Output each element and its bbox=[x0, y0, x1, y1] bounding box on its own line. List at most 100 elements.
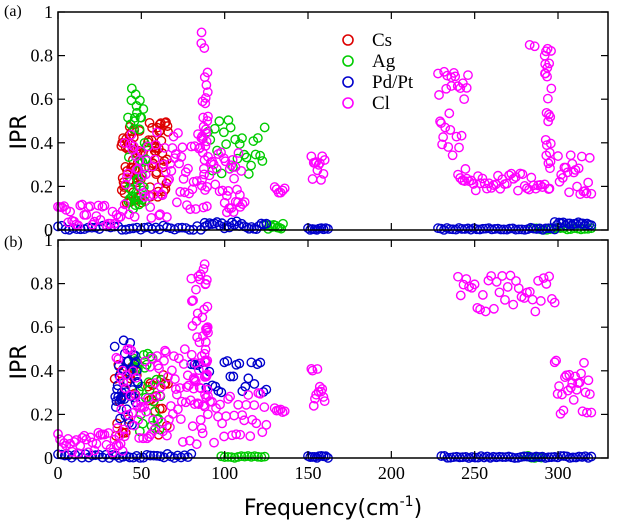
data-point bbox=[186, 349, 197, 360]
data-point bbox=[225, 391, 236, 402]
series-pd-pt bbox=[53, 216, 597, 235]
data-point bbox=[141, 449, 152, 460]
data-point bbox=[200, 140, 211, 151]
data-point bbox=[223, 452, 233, 462]
data-point bbox=[216, 387, 227, 398]
data-point bbox=[183, 452, 193, 463]
panel-a-ylabel: IPR bbox=[7, 114, 32, 149]
y-tick-label: 0 bbox=[44, 448, 53, 468]
data-point bbox=[255, 150, 266, 161]
data-point bbox=[313, 159, 324, 170]
data-point bbox=[138, 187, 149, 198]
data-point bbox=[573, 163, 584, 174]
data-point bbox=[144, 191, 155, 202]
legend-marker bbox=[342, 34, 354, 46]
data-point bbox=[201, 80, 212, 90]
data-point bbox=[314, 381, 325, 392]
data-point bbox=[161, 347, 171, 358]
legend-label: Cs bbox=[372, 30, 392, 51]
data-point bbox=[568, 395, 579, 405]
data-point bbox=[250, 149, 261, 160]
data-point bbox=[126, 95, 137, 106]
data-point bbox=[450, 71, 461, 82]
data-point bbox=[535, 180, 546, 190]
data-point bbox=[216, 147, 226, 158]
data-point bbox=[156, 189, 167, 200]
data-point bbox=[193, 399, 204, 410]
data-point bbox=[480, 306, 491, 317]
data-point bbox=[229, 410, 240, 421]
panel-a-frame bbox=[57, 11, 609, 231]
data-point bbox=[522, 451, 532, 462]
data-point bbox=[517, 169, 528, 180]
data-point bbox=[125, 390, 136, 401]
data-point bbox=[193, 365, 204, 376]
data-point bbox=[494, 287, 505, 298]
data-point bbox=[197, 174, 207, 185]
data-point bbox=[470, 185, 481, 196]
data-point bbox=[276, 223, 287, 234]
data-point bbox=[553, 151, 563, 161]
data-point bbox=[545, 138, 556, 149]
data-point bbox=[255, 357, 266, 368]
data-point bbox=[188, 295, 198, 306]
data-point bbox=[558, 405, 569, 416]
data-point bbox=[544, 271, 555, 282]
data-point bbox=[225, 371, 236, 382]
data-point bbox=[459, 94, 470, 105]
data-point bbox=[118, 451, 128, 462]
data-point bbox=[147, 353, 157, 364]
data-point bbox=[197, 428, 208, 439]
data-point bbox=[203, 111, 213, 122]
data-point bbox=[546, 83, 557, 94]
data-point bbox=[120, 179, 131, 190]
data-point bbox=[239, 451, 250, 462]
data-point bbox=[241, 222, 252, 233]
data-point bbox=[279, 183, 290, 194]
data-point bbox=[121, 370, 132, 381]
data-point bbox=[541, 46, 551, 57]
panel-b-axes: 0 0.2 0.4 0.6 0.8 1 0 50 100 150 200 250 300 bbox=[31, 230, 608, 483]
data-point bbox=[118, 335, 129, 346]
data-point bbox=[502, 282, 513, 292]
data-point bbox=[243, 390, 254, 400]
data-point bbox=[234, 358, 245, 369]
data-point bbox=[239, 149, 250, 160]
x-axis-title-close: ) bbox=[414, 496, 423, 521]
data-point bbox=[187, 421, 198, 432]
data-point bbox=[463, 70, 473, 81]
data-point bbox=[257, 156, 268, 166]
data-point bbox=[124, 209, 135, 220]
data-point bbox=[177, 142, 188, 153]
data-point bbox=[119, 424, 130, 435]
data-point bbox=[307, 174, 318, 184]
data-point bbox=[163, 126, 173, 137]
data-point bbox=[170, 149, 181, 159]
data-point bbox=[558, 451, 569, 461]
data-point bbox=[236, 166, 247, 176]
data-point bbox=[173, 353, 184, 364]
data-point bbox=[534, 452, 545, 462]
data-point bbox=[555, 408, 566, 419]
panel-a: (a) IPR 0 0.2 0.4 0.6 0.8 1 bbox=[4, 2, 609, 240]
data-point bbox=[461, 173, 472, 184]
x-tick-label: 150 bbox=[295, 463, 322, 483]
data-point bbox=[130, 200, 141, 210]
data-point bbox=[111, 352, 122, 363]
data-point bbox=[241, 152, 252, 163]
data-point bbox=[217, 418, 227, 429]
data-point bbox=[543, 158, 554, 169]
data-point bbox=[436, 451, 447, 461]
data-point bbox=[199, 259, 210, 270]
data-point bbox=[167, 365, 177, 376]
data-point bbox=[124, 223, 135, 234]
data-point bbox=[249, 400, 260, 411]
data-point bbox=[116, 404, 127, 415]
data-point bbox=[145, 202, 156, 213]
data-point bbox=[233, 197, 243, 208]
data-point bbox=[538, 273, 549, 284]
data-point bbox=[246, 160, 256, 171]
data-point bbox=[259, 402, 270, 413]
data-point bbox=[519, 451, 529, 462]
data-point bbox=[196, 38, 207, 49]
